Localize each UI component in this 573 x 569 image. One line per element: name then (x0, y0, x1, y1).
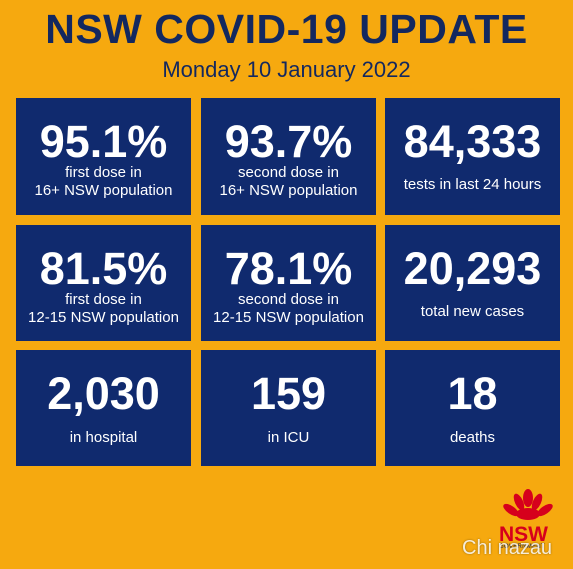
stat-label-block: in hospital (16, 429, 191, 447)
watermark: Chi nazau (462, 537, 553, 559)
stat-label-block: total new cases (385, 303, 560, 321)
stat-label: 16+ NSW population (219, 182, 358, 199)
stat-label: in ICU (267, 429, 310, 446)
stat-tile: 93.7% second dose in 16+ NSW population (201, 98, 376, 215)
stat-label: first dose in (65, 164, 142, 181)
stat-label: total new cases (420, 303, 525, 320)
logo-sub: GOVERNMENT (499, 544, 546, 550)
stat-label: second dose in (238, 291, 339, 308)
logo-name: NSW (499, 523, 548, 546)
stat-label: deaths (449, 429, 496, 446)
stat-tile: 84,333 tests in last 24 hours (385, 98, 560, 215)
stat-value: 93.7% (224, 116, 353, 167)
stat-label: second dose in (238, 164, 339, 181)
stat-label: 12-15 NSW population (213, 309, 364, 326)
stat-value: 2,030 (47, 368, 160, 419)
stat-label: tests in last 24 hours (403, 176, 542, 193)
stat-label: 16+ NSW population (34, 182, 173, 199)
stat-tile: 2,030 in hospital (16, 350, 191, 466)
title: NSW COVID-19 UPDATE (45, 6, 528, 52)
stat-tile: 81.5% first dose in 12-15 NSW population (16, 225, 191, 341)
stat-tile: 18 deaths (385, 350, 560, 466)
stat-label-block: in ICU (201, 429, 376, 447)
stat-label: 12-15 NSW population (28, 309, 179, 326)
stat-label-block: first dose in 16+ NSW population (16, 164, 191, 200)
stat-value: 18 (447, 368, 498, 419)
stat-label-block: tests in last 24 hours (385, 176, 560, 194)
stat-label-block: second dose in 16+ NSW population (201, 164, 376, 200)
stat-value: 159 (250, 368, 327, 419)
stat-value: 95.1% (39, 116, 168, 167)
stat-value: 20,293 (403, 243, 542, 294)
stat-tile: 95.1% first dose in 16+ NSW population (16, 98, 191, 215)
stat-tile: 78.1% second dose in 12-15 NSW population (201, 225, 376, 341)
stat-label: first dose in (65, 291, 142, 308)
stat-label-block: second dose in 12-15 NSW population (201, 291, 376, 327)
stat-label: in hospital (69, 429, 138, 446)
stat-tile: 159 in ICU (201, 350, 376, 466)
logo-flower (503, 489, 553, 520)
stat-value: 81.5% (39, 243, 168, 294)
stat-value: 78.1% (224, 243, 353, 294)
stat-tile: 20,293 total new cases (385, 225, 560, 341)
subtitle: Monday 10 January 2022 (162, 57, 411, 82)
stat-label-block: deaths (385, 429, 560, 447)
stat-label-block: first dose in 12-15 NSW population (16, 291, 191, 327)
stat-value: 84,333 (403, 116, 542, 167)
